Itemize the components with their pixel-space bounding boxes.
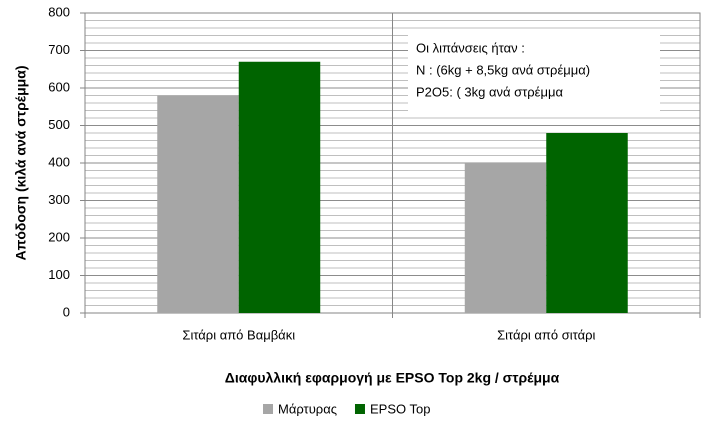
y-axis-label: Απόδοση (κιλά ανά στρέμμα) <box>13 65 29 260</box>
x-axis-label: Διαφυλλική εφαρμογή με EPSO Top 2kg / στ… <box>225 370 560 386</box>
y-tick-label: 700 <box>48 42 70 57</box>
legend-swatch <box>263 404 273 414</box>
x-tick-label: Σιτάρι από σιτάρι <box>497 327 595 342</box>
y-tick-label: 800 <box>48 4 70 19</box>
bar <box>157 95 239 313</box>
y-tick-label: 200 <box>48 229 70 244</box>
y-tick-label: 600 <box>48 79 70 94</box>
annotation-line: P2O5: ( 3kg ανά στρέμμα <box>416 84 563 99</box>
y-tick-label: 500 <box>48 117 70 132</box>
legend-label: EPSO Top <box>370 401 430 416</box>
bar <box>464 163 547 313</box>
y-tick-label: 400 <box>48 154 70 169</box>
y-tick-label: 0 <box>63 304 70 319</box>
legend-label: Μάρτυρας <box>278 401 337 416</box>
legend-swatch <box>354 404 365 414</box>
annotation-box <box>408 29 660 111</box>
x-tick-label: Σιτάρι από Βαμβάκι <box>182 327 295 342</box>
y-tick-label: 100 <box>48 267 70 282</box>
annotation-line: Οι λιπάνσεις ήταν : <box>416 40 525 55</box>
bar <box>238 61 321 313</box>
annotation-line: N : (6kg + 8,5kg ανά στρέμμα) <box>416 62 590 77</box>
bar <box>546 133 628 313</box>
y-tick-label: 300 <box>48 192 70 207</box>
